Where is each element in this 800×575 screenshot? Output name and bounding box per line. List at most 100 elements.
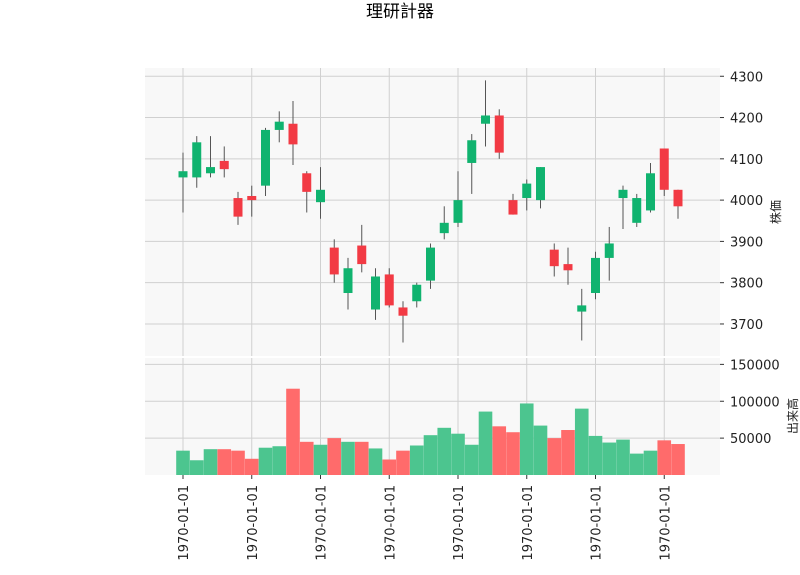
volume-bar xyxy=(299,441,314,475)
candle-body xyxy=(604,243,614,258)
price-tick-label: 4300 xyxy=(730,70,763,85)
candle-body xyxy=(398,307,408,316)
volume-bar xyxy=(203,449,218,475)
volume-bar xyxy=(629,453,644,475)
volume-bar xyxy=(313,444,328,475)
axes: 3700 3800 3900 4000 4100 4200 4300 50000 100000 1… xyxy=(177,70,780,560)
volume-tick-label: 50000 xyxy=(730,432,771,447)
volume-bar xyxy=(671,444,685,475)
candle-body xyxy=(206,167,215,174)
candle-body xyxy=(261,129,270,186)
candle-body xyxy=(412,284,422,302)
volume-bar xyxy=(519,403,534,475)
volume-bar xyxy=(217,449,232,475)
volume-bar xyxy=(409,445,424,475)
volume-bar xyxy=(437,427,452,475)
candle-body xyxy=(577,305,587,312)
volume-bar xyxy=(533,425,548,475)
candle-body xyxy=(219,160,229,170)
volume-bar xyxy=(396,450,410,475)
candle-body xyxy=(302,173,312,192)
candle-body xyxy=(563,264,573,271)
candle-body xyxy=(508,200,518,215)
volume-bar xyxy=(588,435,603,475)
volume-bar xyxy=(561,430,575,475)
x-tick-label: 1970-01-01 xyxy=(177,485,192,561)
candle-body xyxy=(247,195,257,201)
volume-bar xyxy=(327,438,342,475)
volume-bar xyxy=(354,441,369,475)
x-tick-label: 1970-01-01 xyxy=(590,485,605,561)
candle-body xyxy=(316,189,325,203)
volume-bar xyxy=(451,433,465,475)
x-tick-label: 1970-01-01 xyxy=(383,485,398,561)
volume-tick-label: 100000 xyxy=(730,395,780,410)
volume-bar xyxy=(423,435,438,475)
volume-bar xyxy=(492,426,507,475)
volume-bar xyxy=(382,459,397,475)
candle-body xyxy=(632,198,642,223)
candle-body xyxy=(646,173,655,211)
x-tick-label: 1970-01-01 xyxy=(658,485,673,561)
x-tick-label: 1970-01-01 xyxy=(315,485,330,561)
volume-bar xyxy=(244,458,259,475)
volume-bar xyxy=(368,448,383,475)
candle-body xyxy=(192,142,202,178)
x-tick-label: 1970-01-01 xyxy=(521,485,536,561)
candle-body xyxy=(288,123,298,145)
candle-body xyxy=(329,247,339,275)
volume-axis-label: 出来高 xyxy=(785,398,800,434)
volume-bar xyxy=(176,450,190,475)
candle-body xyxy=(371,276,380,310)
candle-body xyxy=(439,222,449,234)
price-tick-label: 3800 xyxy=(730,277,763,292)
candle-body xyxy=(343,268,353,294)
price-tick-label: 4200 xyxy=(730,112,763,127)
candle-body xyxy=(591,257,600,294)
candle-body xyxy=(178,171,188,178)
candle-body xyxy=(467,140,477,163)
x-tick-label: 1970-01-01 xyxy=(246,485,261,561)
candle-body xyxy=(481,115,490,124)
chart-title: 理研計器 xyxy=(366,2,434,22)
volume-bar xyxy=(272,446,287,475)
volume-bar xyxy=(616,439,630,475)
candle-body xyxy=(357,245,367,265)
candle-body xyxy=(274,121,284,130)
volume-bar xyxy=(478,411,493,475)
candle-body xyxy=(233,198,243,217)
volume-bar xyxy=(643,450,658,475)
volume-bar xyxy=(464,444,479,475)
price-tick-label: 3900 xyxy=(730,235,763,250)
price-tick-label: 3700 xyxy=(730,318,763,333)
candle-body xyxy=(618,189,628,199)
candle-body xyxy=(549,249,559,267)
volume-bar xyxy=(258,447,273,475)
volume-bars xyxy=(176,388,685,475)
volume-bar xyxy=(657,440,672,475)
price-axis-label: 株価 xyxy=(768,200,783,224)
volume-bar xyxy=(341,441,355,475)
volume-bar xyxy=(506,432,520,475)
candles xyxy=(178,80,683,343)
volume-bar xyxy=(602,442,617,475)
candle-body xyxy=(384,274,394,306)
volume-tick-label: 150000 xyxy=(730,358,780,373)
candle-body xyxy=(426,247,435,281)
volume-bar xyxy=(189,460,204,475)
price-tick-label: 4000 xyxy=(730,194,763,209)
candle-body xyxy=(494,115,504,153)
candle-body xyxy=(659,148,669,190)
candle-body xyxy=(536,167,545,201)
volume-bar xyxy=(286,388,300,475)
volume-bar xyxy=(574,408,589,475)
volume-bar xyxy=(547,438,562,475)
x-tick-label: 1970-01-01 xyxy=(452,485,467,561)
price-tick-label: 4100 xyxy=(730,153,763,168)
candle-body xyxy=(453,200,463,223)
volume-bar xyxy=(231,450,245,475)
candle-body xyxy=(673,189,683,207)
candle-body xyxy=(522,183,532,199)
